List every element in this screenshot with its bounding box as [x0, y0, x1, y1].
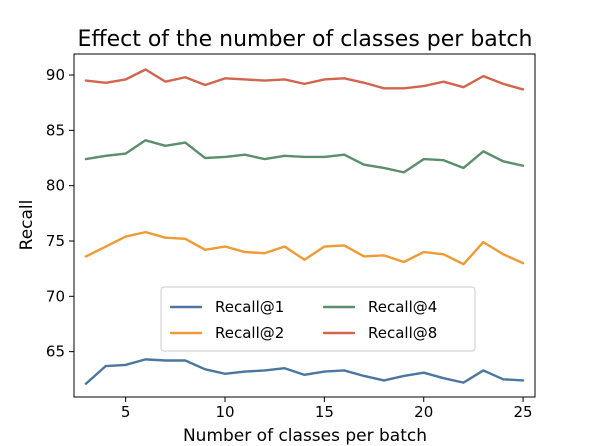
- y-tick-label: 75: [46, 232, 65, 250]
- series-line-2: [84, 230, 525, 266]
- series-line-4: [84, 68, 525, 91]
- x-axis-title: Number of classes per batch: [183, 426, 427, 446]
- axes-frame: [73, 53, 536, 398]
- legend: Recall@1 Recall@2 Recall@4 Recall@8: [160, 286, 476, 352]
- x-tick-label: 5: [121, 403, 131, 421]
- y-tick-label: 90: [46, 66, 65, 84]
- legend-label-2: Recall@2: [215, 324, 284, 342]
- legend-label-3: Recall@4: [368, 298, 437, 316]
- series-lines: [84, 68, 525, 385]
- x-tick-label: 25: [514, 403, 533, 421]
- legend-box: [160, 286, 476, 352]
- series-line-3: [84, 139, 525, 174]
- legend-label-1: Recall@1: [215, 298, 284, 316]
- y-tick-label: 85: [46, 121, 65, 139]
- x-tick-label: 10: [215, 403, 234, 421]
- y-tick-label: 65: [46, 343, 65, 361]
- y-tick-label: 70: [46, 287, 65, 305]
- x-tick-label: 20: [414, 403, 433, 421]
- legend-label-4: Recall@8: [368, 324, 437, 342]
- y-tick-label: 80: [46, 177, 65, 195]
- series-line-1: [84, 358, 525, 385]
- axes: 5 10 15 20 25 65 70 75 80 85 90: [46, 53, 536, 421]
- y-axis-title: Recall: [17, 200, 37, 251]
- chart-title: Effect of the number of classes per batc…: [78, 27, 533, 52]
- x-tick-label: 15: [315, 403, 334, 421]
